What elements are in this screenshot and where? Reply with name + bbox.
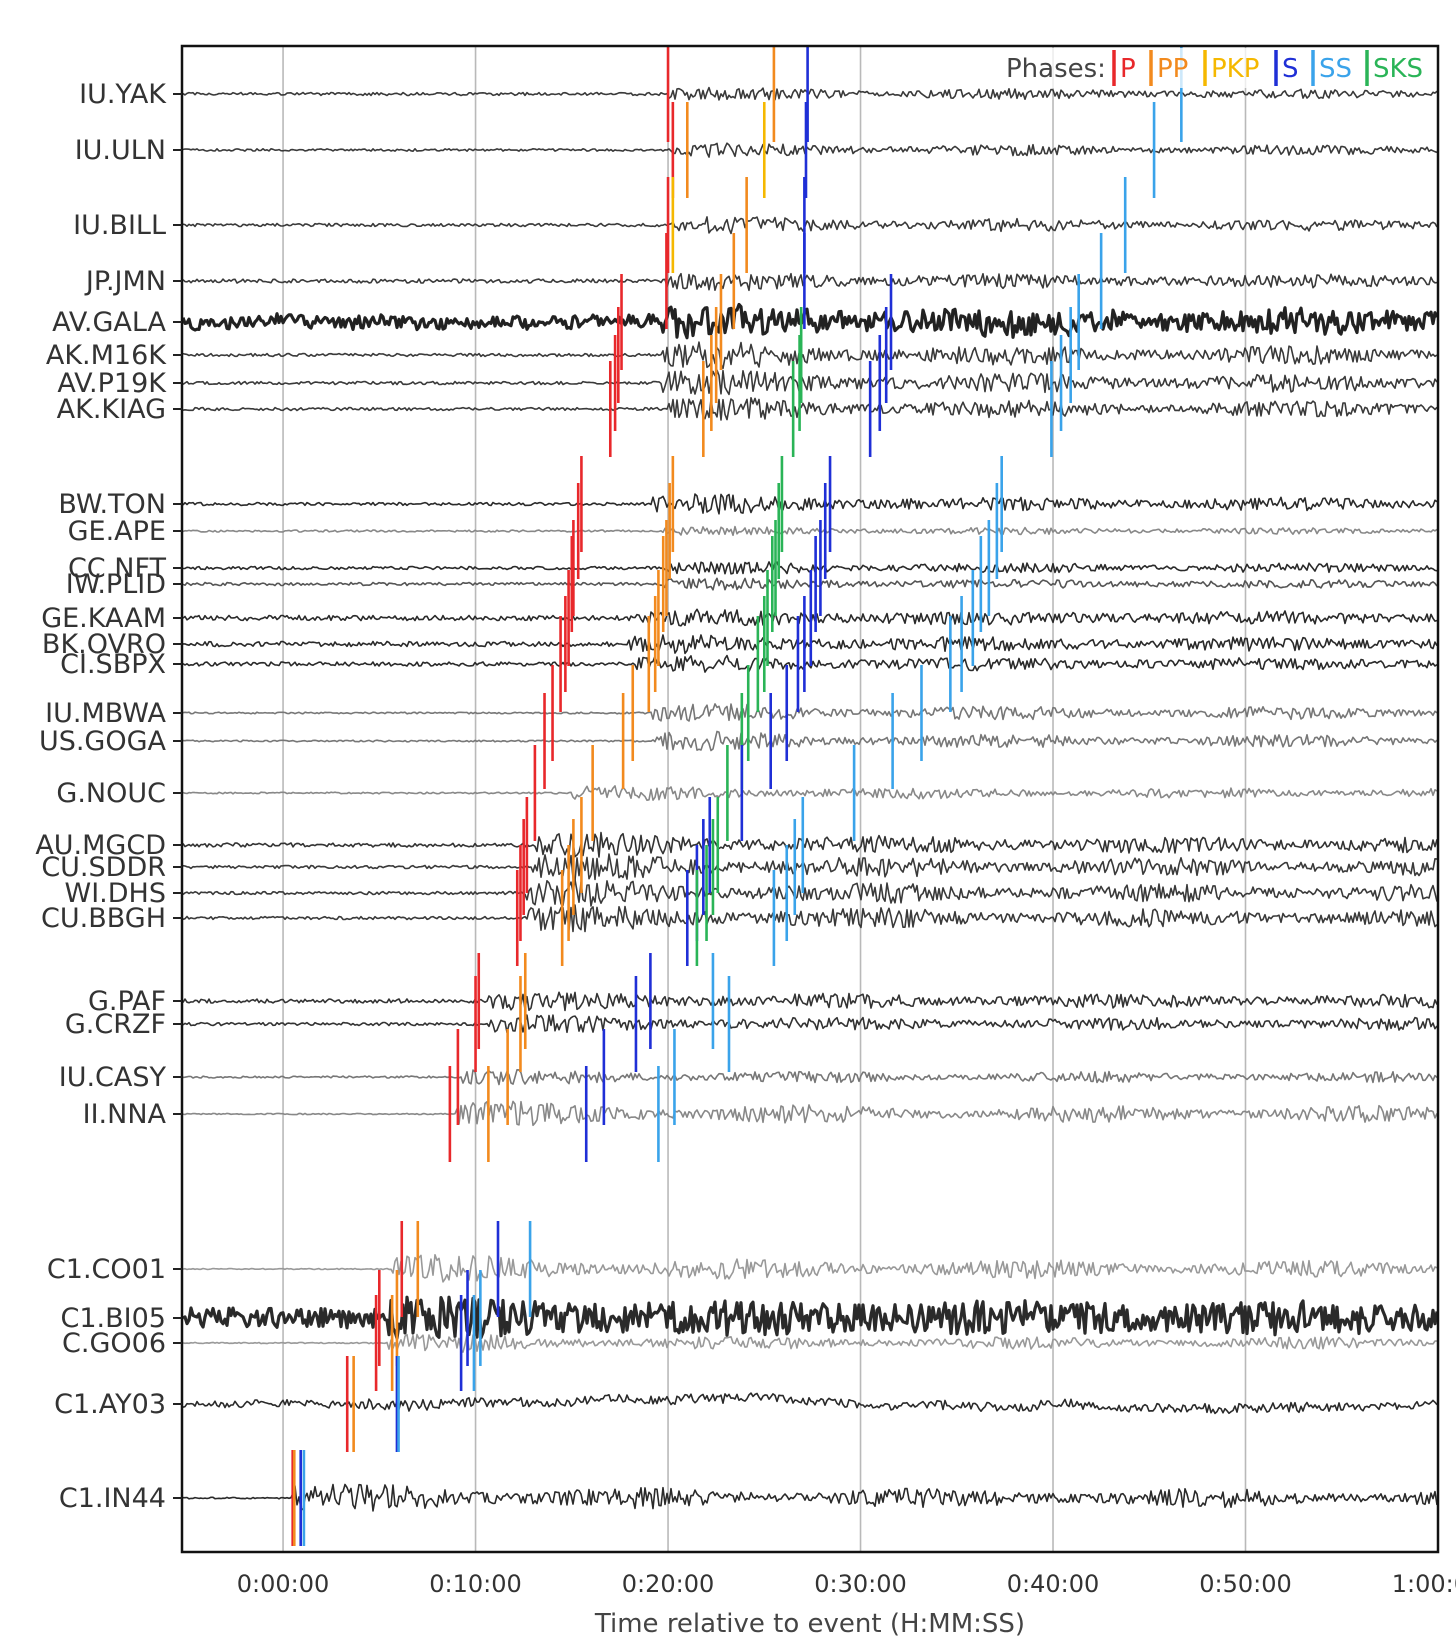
station-label: G.PAF bbox=[88, 986, 166, 1017]
station-label: AV.GALA bbox=[52, 307, 166, 338]
trace-ii-nna bbox=[182, 1100, 1438, 1127]
station-label: C1.IN44 bbox=[59, 1483, 166, 1514]
trace-av-p19k bbox=[182, 369, 1438, 396]
x-tick-label: 0:10:00 bbox=[429, 1570, 522, 1598]
station-label: IU.CASY bbox=[59, 1062, 167, 1093]
station-label: IU.MBWA bbox=[45, 698, 166, 729]
station-label: IU.ULN bbox=[75, 135, 166, 166]
waveform-traces bbox=[181, 86, 1439, 1512]
station-label: BK.OVRO bbox=[42, 629, 166, 660]
trace-av-gala bbox=[181, 302, 1439, 340]
trace-cu-bbgh bbox=[182, 904, 1438, 933]
legend-entry: SS bbox=[1319, 54, 1352, 84]
x-tick-label: 0:50:00 bbox=[1199, 1570, 1292, 1598]
trace-ci-sbpx bbox=[182, 654, 1438, 673]
station-label: IU.YAK bbox=[79, 79, 167, 110]
phase-arrival-markers bbox=[291, 46, 1183, 1546]
x-axis-ticks: 0:00:00 0:10:00 0:20:00 0:30:00 0:40:00 0:50:… bbox=[237, 1570, 1456, 1598]
station-label: GE.KAAM bbox=[41, 603, 166, 634]
station-label: BW.TON bbox=[58, 489, 166, 520]
trace-g-crzf bbox=[182, 1014, 1438, 1034]
trace-cu-sddr bbox=[182, 853, 1438, 882]
station-label: C.GO06 bbox=[62, 1328, 166, 1359]
station-label: G.CRZF bbox=[65, 1009, 166, 1040]
station-label: IW.PLID bbox=[66, 569, 166, 600]
station-label: WI.DHS bbox=[65, 878, 166, 909]
trace-bw-ton bbox=[182, 493, 1438, 515]
trace-au-mgcd bbox=[182, 831, 1438, 858]
station-label: AK.KIAG bbox=[57, 394, 166, 425]
station-label: CU.BBGH bbox=[41, 903, 166, 934]
x-tick-label: 0:20:00 bbox=[622, 1570, 715, 1598]
trace-c1-ay03 bbox=[182, 1392, 1438, 1415]
x-axis-title: Time relative to event (H:MM:SS) bbox=[594, 1609, 1025, 1639]
trace-g-nouc bbox=[182, 785, 1438, 801]
station-labels: IU.YAKIU.ULNIU.BILLJP.JMNAV.GALAAK.M16KA… bbox=[35, 79, 182, 1514]
trace-wi-dhs bbox=[182, 878, 1438, 907]
trace-iu-uln bbox=[182, 142, 1438, 158]
legend-title: Phases: bbox=[1006, 54, 1106, 84]
station-label: C1.BI05 bbox=[61, 1303, 166, 1334]
legend-entry: PP bbox=[1157, 54, 1188, 84]
vertical-gridlines bbox=[282, 46, 1247, 1552]
x-tick-label: 0:30:00 bbox=[814, 1570, 907, 1598]
trace-c1-in44 bbox=[183, 1483, 1438, 1512]
station-label: CC.NFT bbox=[68, 553, 167, 584]
trace-iu-mbwa bbox=[182, 703, 1438, 722]
station-label: US.GOGA bbox=[39, 726, 167, 757]
x-tick-label: 0:00:00 bbox=[237, 1570, 330, 1598]
legend-entry: PKP bbox=[1211, 54, 1259, 84]
trace-ge-ape bbox=[182, 525, 1438, 537]
x-tick-label: 1:00:00 bbox=[1392, 1570, 1456, 1598]
station-label: CU.SDDR bbox=[41, 852, 166, 883]
x-tick-label: 0:40:00 bbox=[1007, 1570, 1100, 1598]
legend-entry: S bbox=[1282, 54, 1299, 84]
trace-iu-yak bbox=[182, 86, 1438, 101]
trace-jp-jmn bbox=[182, 272, 1438, 292]
legend-entry: P bbox=[1120, 54, 1136, 84]
station-label: G.NOUC bbox=[56, 778, 166, 809]
trace-iu-casy bbox=[182, 1069, 1438, 1086]
trace-iu-bill bbox=[182, 216, 1438, 235]
station-label: C1.AY03 bbox=[54, 1389, 166, 1420]
station-label: IU.BILL bbox=[73, 210, 166, 241]
station-label: AU.MGCD bbox=[35, 830, 166, 861]
trace-us-goga bbox=[182, 730, 1438, 752]
station-label: GE.APE bbox=[68, 516, 166, 547]
station-label: AV.P19K bbox=[57, 368, 167, 399]
station-label: CI.SBPX bbox=[60, 649, 166, 680]
trace-c1-co01 bbox=[182, 1254, 1438, 1283]
station-label: AK.M16K bbox=[46, 340, 167, 371]
station-label: II.NNA bbox=[83, 1099, 167, 1130]
phase-legend: Phases: P PP PKP S SS SKS bbox=[996, 48, 1423, 88]
trace-ak-kiag bbox=[182, 397, 1438, 421]
station-label: JP.JMN bbox=[84, 266, 166, 297]
trace-ak-m16k bbox=[182, 341, 1438, 370]
station-label: C1.CO01 bbox=[47, 1254, 166, 1285]
plot-frame bbox=[180, 44, 1440, 1554]
legend-entry: SKS bbox=[1373, 54, 1423, 84]
trace-g-paf bbox=[182, 991, 1438, 1012]
